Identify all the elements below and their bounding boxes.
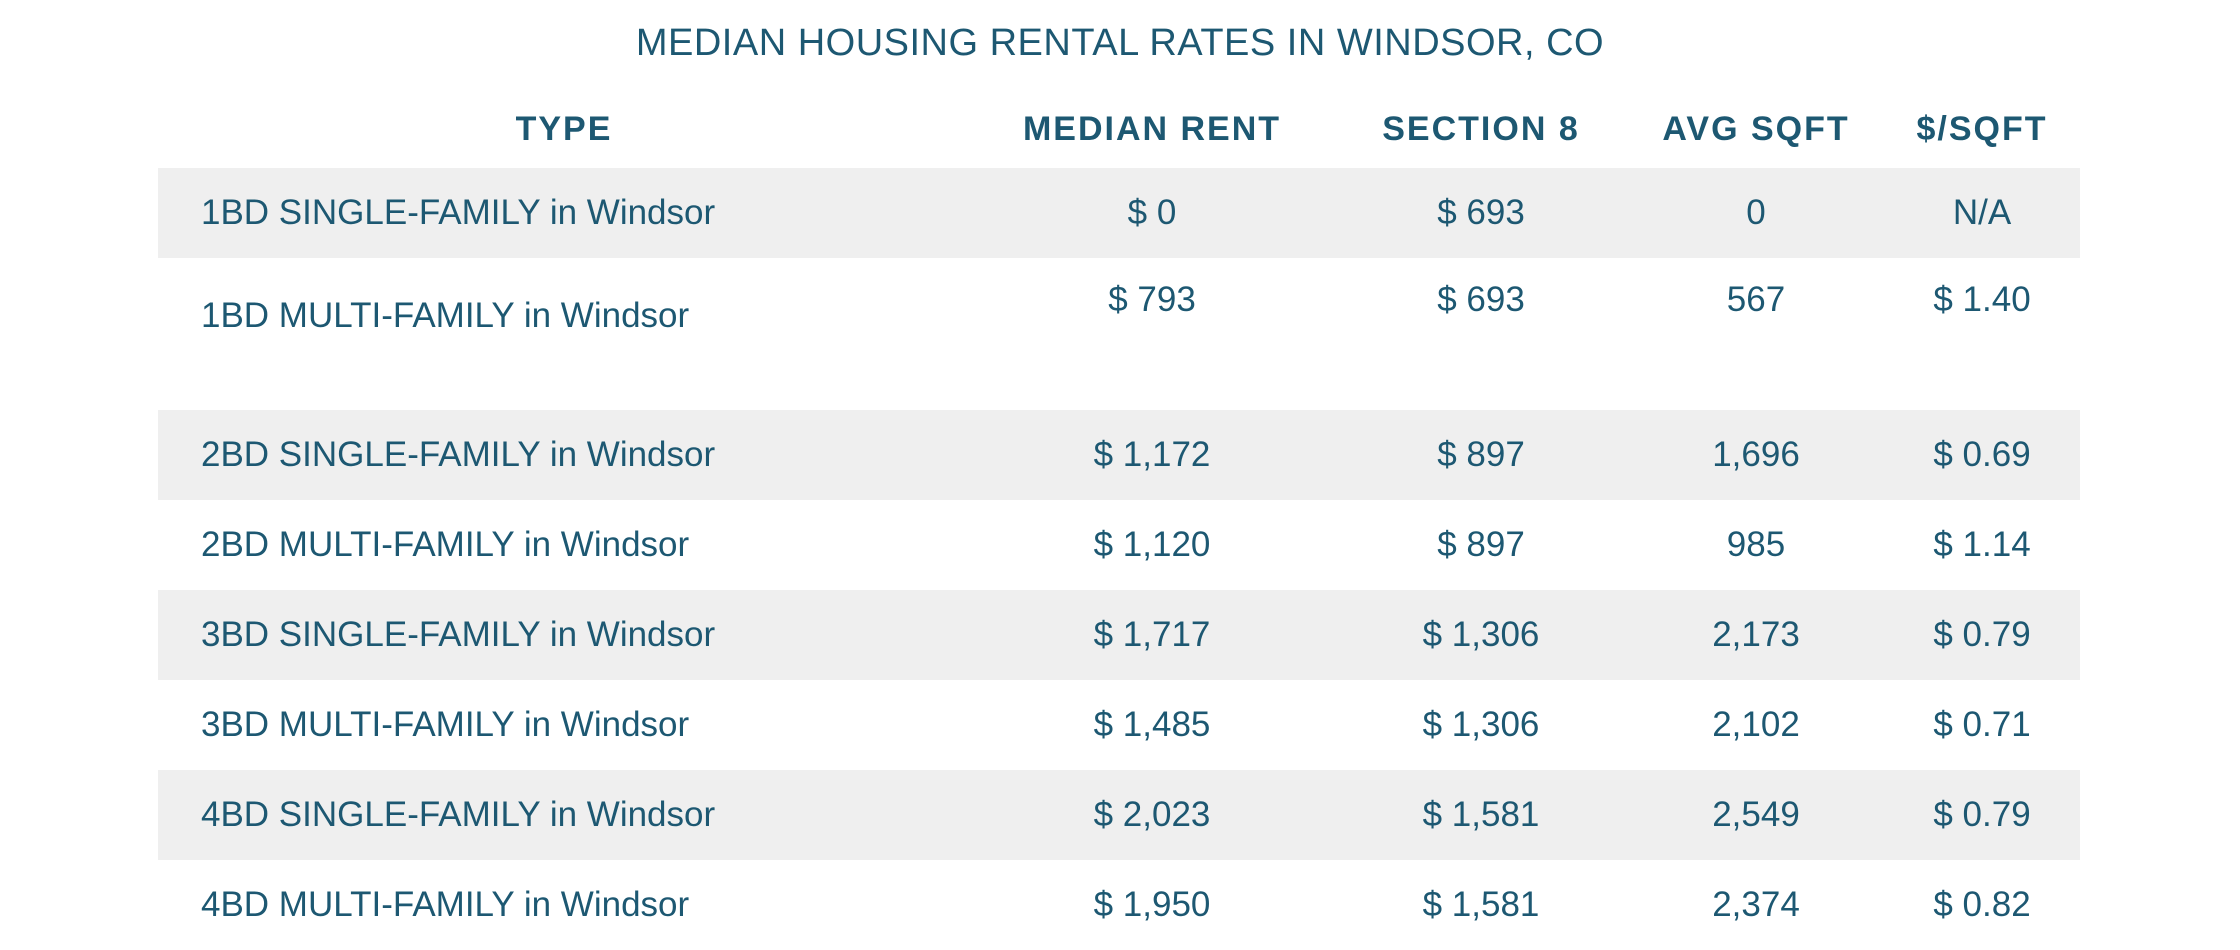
table-row: 2BD MULTI-FAMILY in Windsor $ 1,120 $ 89…	[158, 500, 2080, 590]
header-row: TYPE MEDIAN RENT SECTION 8 AVG SQFT $/SQ…	[158, 90, 2080, 168]
cell-median-rent: $ 1,717	[970, 590, 1334, 680]
cell-median-rent: $ 2,023	[970, 770, 1334, 860]
cell-avg-sqft: 1,696	[1628, 410, 1884, 500]
column-header-section-8: SECTION 8	[1382, 109, 1580, 148]
cell-type: 3BD SINGLE-FAMILY in Windsor	[158, 590, 970, 680]
column-header-avg-sqft: AVG SQFT	[1662, 109, 1850, 148]
cell-avg-sqft: 2,374	[1712, 885, 1800, 924]
cell-section-8: $ 1,581	[1334, 770, 1628, 860]
cell-type: 2BD SINGLE-FAMILY in Windsor	[158, 410, 970, 500]
cell-price-per-sqft: $ 0.71	[1933, 705, 2031, 744]
cell-section-8: $ 897	[1437, 525, 1525, 564]
cell-type: 3BD MULTI-FAMILY in Windsor	[201, 705, 690, 744]
table-row: 4BD SINGLE-FAMILY in Windsor $ 2,023 $ 1…	[158, 770, 2080, 860]
cell-price-per-sqft: N/A	[1884, 168, 2080, 258]
table-row: 1BD SINGLE-FAMILY in Windsor $ 0 $ 693 0…	[158, 168, 2080, 258]
chart-title: MEDIAN HOUSING RENTAL RATES IN WINDSOR, …	[635, 22, 1605, 64]
column-header-median-rent: MEDIAN RENT	[1022, 109, 1282, 148]
cell-price-per-sqft: $ 0.69	[1884, 410, 2080, 500]
column-header-type: TYPE	[515, 109, 613, 148]
table-row: 3BD MULTI-FAMILY in Windsor $ 1,485 $ 1,…	[158, 680, 2080, 770]
column-header-price-per-sqft: $/SQFT	[1916, 109, 2048, 148]
cell-avg-sqft: 2,549	[1628, 770, 1884, 860]
cell-type: 1BD MULTI-FAMILY in Windsor	[201, 296, 690, 335]
cell-price-per-sqft: $ 0.79	[1884, 590, 2080, 680]
cell-median-rent: $ 1,172	[970, 410, 1334, 500]
cell-price-per-sqft: $ 0.79	[1884, 770, 2080, 860]
cell-avg-sqft: 0	[1628, 168, 1884, 258]
cell-type: 1BD SINGLE-FAMILY in Windsor	[158, 168, 970, 258]
cell-avg-sqft: 985	[1726, 525, 1786, 564]
cell-price-per-sqft: $ 0.82	[1933, 885, 2031, 924]
cell-median-rent: $ 793	[1108, 280, 1196, 319]
cell-avg-sqft: 2,173	[1628, 590, 1884, 680]
cell-section-8: $ 1,581	[1422, 885, 1540, 924]
table-row: 4BD MULTI-FAMILY in Windsor $ 1,950 $ 1,…	[158, 860, 2080, 950]
cell-avg-sqft: 567	[1726, 280, 1786, 319]
cell-median-rent: $ 0	[970, 168, 1334, 258]
cell-section-8: $ 897	[1334, 410, 1628, 500]
cell-section-8: $ 1,306	[1334, 590, 1628, 680]
cell-median-rent: $ 1,120	[1093, 525, 1211, 564]
table-row: 1BD MULTI-FAMILY in Windsor $ 793 $ 693 …	[158, 258, 2080, 410]
cell-section-8: $ 693	[1334, 168, 1628, 258]
cell-price-per-sqft: $ 1.40	[1933, 280, 2031, 319]
cell-median-rent: $ 1,485	[1093, 705, 1211, 744]
cell-median-rent: $ 1,950	[1093, 885, 1211, 924]
table-row: 2BD SINGLE-FAMILY in Windsor $ 1,172 $ 8…	[158, 410, 2080, 500]
cell-section-8: $ 693	[1437, 280, 1525, 319]
table-row: 3BD SINGLE-FAMILY in Windsor $ 1,717 $ 1…	[158, 590, 2080, 680]
rental-rates-table: TYPE MEDIAN RENT SECTION 8 AVG SQFT $/SQ…	[158, 90, 2080, 950]
cell-price-per-sqft: $ 1.14	[1933, 525, 2031, 564]
cell-avg-sqft: 2,102	[1712, 705, 1800, 744]
cell-type: 2BD MULTI-FAMILY in Windsor	[201, 525, 690, 564]
cell-type: 4BD MULTI-FAMILY in Windsor	[201, 885, 690, 924]
cell-type: 4BD SINGLE-FAMILY in Windsor	[158, 770, 970, 860]
cell-section-8: $ 1,306	[1422, 705, 1540, 744]
